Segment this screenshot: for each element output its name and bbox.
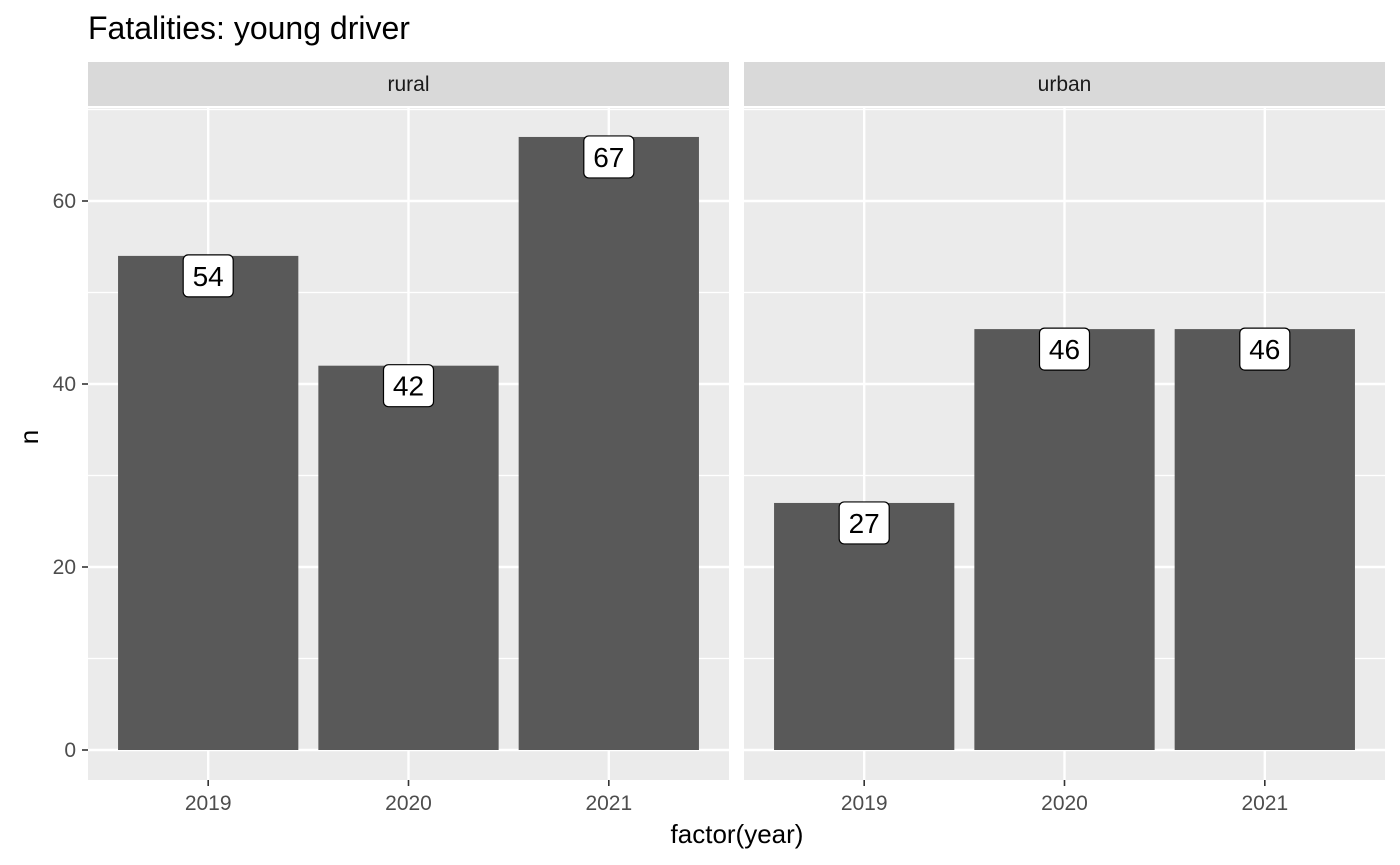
y-tick-label: 20 — [53, 556, 76, 579]
facet-strip — [744, 62, 1385, 106]
bar-label-box — [838, 501, 890, 545]
y-tick-label: 60 — [53, 190, 76, 213]
bar-label: 27 — [849, 508, 880, 539]
facet-panel-rural: rural 54 42 67 2019 2020 2021 — [88, 62, 729, 815]
bar-rural-2021 — [518, 136, 699, 750]
bar-urban-2020 — [974, 329, 1155, 750]
facet-strip — [88, 62, 729, 106]
bar-label-box — [1038, 327, 1091, 371]
bar-label: 46 — [1049, 334, 1080, 365]
bar-label-box — [182, 254, 234, 298]
bar-label-box — [583, 135, 635, 179]
bar-label: 67 — [593, 142, 624, 173]
chart-title: Fatalities: young driver — [88, 10, 410, 46]
y-tick-label: 40 — [53, 373, 76, 396]
x-tick-label: 2020 — [385, 792, 432, 815]
bar-label: 54 — [193, 261, 224, 292]
x-tick-label: 2021 — [1241, 792, 1288, 815]
bar-label: 46 — [1249, 334, 1280, 365]
y-axis-title: n — [14, 430, 44, 444]
bar-rural-2019 — [118, 255, 299, 750]
facet-strip-label: rural — [387, 73, 429, 96]
x-tick-label: 2019 — [185, 792, 232, 815]
x-tick-label: 2020 — [1041, 792, 1088, 815]
bar-rural-2020 — [318, 365, 499, 750]
x-tick-label: 2019 — [841, 792, 888, 815]
bar-label: 42 — [393, 371, 424, 402]
bar-urban-2021 — [1174, 329, 1355, 750]
x-tick-label: 2021 — [585, 792, 632, 815]
facet-panel-urban: urban 27 46 46 2019 2020 2021 — [744, 62, 1385, 815]
bar-label-box — [382, 364, 435, 408]
facets: rural 54 42 67 2019 2020 2021 urban 27 46 46 2019 20… — [53, 62, 1385, 815]
bar-label-box — [1239, 327, 1291, 371]
y-axis: 0 20 40 60 — [53, 190, 88, 762]
y-tick-label: 0 — [64, 739, 76, 762]
facet-strip-label: urban — [1038, 73, 1092, 96]
x-axis-title: factor(year) — [671, 819, 804, 849]
